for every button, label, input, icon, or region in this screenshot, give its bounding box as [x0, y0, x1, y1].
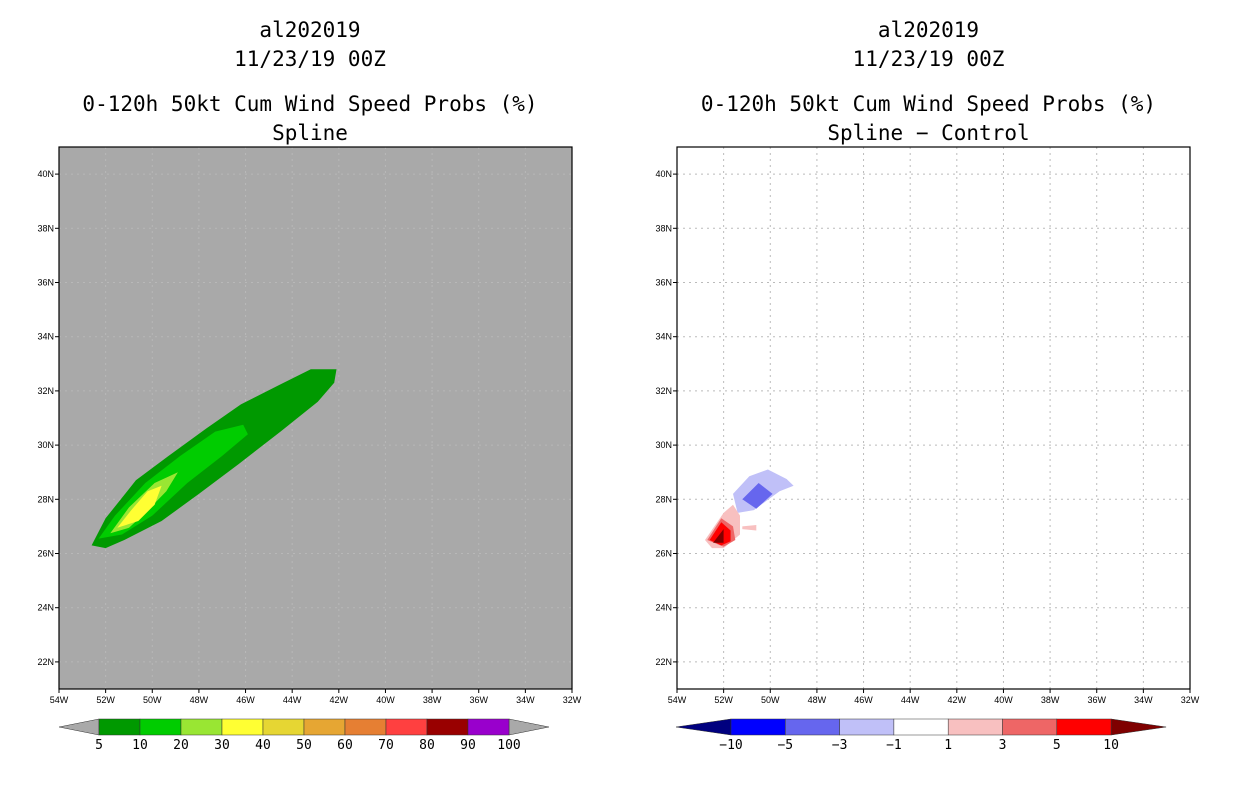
right-ytick-label: 24N [655, 603, 672, 613]
left-colorbar-swatch [99, 719, 140, 735]
left-colorbar-label: 60 [337, 738, 353, 753]
right-ytick-label: 26N [655, 549, 672, 559]
right-xtick-label: 52W [714, 695, 733, 705]
right-ytick-label: 34N [655, 332, 672, 342]
left-xtick-label: 50W [143, 695, 162, 705]
right-xtick-label: 40W [994, 695, 1013, 705]
left-xtick-label: 34W [516, 695, 535, 705]
left-colorbar-swatch [304, 719, 345, 735]
right-colorbar-swatch [785, 719, 839, 735]
right-ytick-label: 30N [655, 440, 672, 450]
left-colorbar: 5 10 20 30 40 50 60 70 80 90 100 [59, 719, 549, 753]
left-xtick-label: 42W [330, 695, 349, 705]
left-colorbar-swatch [427, 719, 468, 735]
right-ytick-label: 22N [655, 657, 672, 667]
left-ytick-label: 28N [37, 494, 54, 504]
left-colorbar-swatch [222, 719, 263, 735]
left-colorbar-label: 100 [497, 738, 520, 753]
right-xtick-label: 34W [1134, 695, 1153, 705]
right-colorbar-label: 3 [999, 738, 1007, 753]
left-colorbar-label: 30 [214, 738, 230, 753]
right-colorbar-label: −5 [777, 738, 793, 753]
right-plot-area [677, 147, 1190, 689]
left-plot-area [59, 147, 572, 689]
left-ytick-label: 30N [37, 440, 54, 450]
right-chart: 54W 52W 50W 48W 46W 44W 42W 40W 38W 36W 34W 32W 40N 3… [655, 147, 1199, 753]
right-xtick-label: 50W [761, 695, 780, 705]
right-colorbar-label: −3 [832, 738, 848, 753]
left-ytick-label: 32N [37, 386, 54, 396]
right-colorbar-swatch [948, 719, 1002, 735]
right-xtick-label: 44W [901, 695, 920, 705]
right-colorbar-label: −10 [719, 738, 742, 753]
right-colorbar-label: 10 [1103, 738, 1119, 753]
left-colorbar-arrow-high [509, 719, 549, 735]
right-colorbar-arrow-high [1111, 719, 1166, 735]
right-ytick-label: 38N [655, 223, 672, 233]
left-xtick-label: 46W [236, 695, 255, 705]
left-colorbar-swatch [181, 719, 222, 735]
right-xtick-label: 32W [1181, 695, 1200, 705]
left-colorbar-label: 50 [296, 738, 312, 753]
right-colorbar-label: 5 [1053, 738, 1061, 753]
left-xtick-label: 38W [423, 695, 442, 705]
right-colorbar-swatch [1003, 719, 1057, 735]
charts-canvas: 54W 52W 50W 48W 46W 44W 42W 40W 38W 36W 34W 32W 40N 3… [0, 0, 1236, 800]
left-colorbar-label: 70 [378, 738, 394, 753]
left-xtick-label: 40W [376, 695, 395, 705]
left-ytick-label: 26N [37, 549, 54, 559]
left-chart: 54W 52W 50W 48W 46W 44W 42W 40W 38W 36W 34W 32W 40N 3… [37, 147, 581, 753]
left-xtick-label: 52W [96, 695, 115, 705]
right-colorbar-label: −1 [886, 738, 902, 753]
right-xtick-label: 42W [948, 695, 967, 705]
left-colorbar-arrow-low [59, 719, 99, 735]
right-ytick-label: 32N [655, 386, 672, 396]
left-ytick-label: 38N [37, 223, 54, 233]
right-xtick-label: 36W [1087, 695, 1106, 705]
left-ytick-label: 24N [37, 603, 54, 613]
right-colorbar: −10 −5 −3 −1 1 3 5 10 [676, 719, 1166, 753]
right-colorbar-arrow-low [676, 719, 731, 735]
right-ytick-label: 40N [655, 169, 672, 179]
right-colorbar-label: 1 [944, 738, 952, 753]
left-xtick-label: 44W [283, 695, 302, 705]
left-colorbar-swatch [263, 719, 304, 735]
right-xtick-label: 38W [1041, 695, 1060, 705]
left-colorbar-swatch [140, 719, 181, 735]
left-colorbar-label: 10 [132, 738, 148, 753]
right-xtick-label: 54W [668, 695, 687, 705]
left-xtick-label: 48W [190, 695, 209, 705]
right-colorbar-swatch [894, 719, 948, 735]
right-colorbar-swatch [840, 719, 894, 735]
left-colorbar-swatch [386, 719, 427, 735]
left-colorbar-label: 5 [95, 738, 103, 753]
left-colorbar-label: 90 [460, 738, 476, 753]
left-ytick-label: 36N [37, 278, 54, 288]
right-ytick-label: 36N [655, 278, 672, 288]
left-colorbar-label: 80 [419, 738, 435, 753]
left-ytick-label: 22N [37, 657, 54, 667]
right-colorbar-swatch [1057, 719, 1111, 735]
left-xtick-label: 54W [50, 695, 69, 705]
right-xtick-label: 46W [854, 695, 873, 705]
left-colorbar-label: 20 [173, 738, 189, 753]
left-xtick-label: 36W [469, 695, 488, 705]
right-xtick-label: 48W [808, 695, 827, 705]
left-ytick-label: 40N [37, 169, 54, 179]
left-colorbar-swatch [468, 719, 509, 735]
left-ytick-label: 34N [37, 332, 54, 342]
right-colorbar-swatch [731, 719, 785, 735]
right-ytick-label: 28N [655, 494, 672, 504]
left-colorbar-label: 40 [255, 738, 271, 753]
left-colorbar-swatch [345, 719, 386, 735]
left-xtick-label: 32W [563, 695, 582, 705]
